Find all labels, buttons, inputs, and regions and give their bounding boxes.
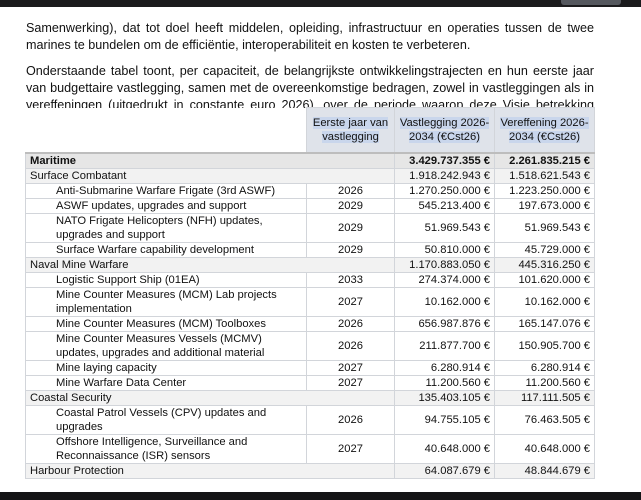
row-vastlegging: 51.969.543 € [394,213,495,243]
row-vastlegging: 11.200.560 € [394,375,495,391]
row-vereffening: 150.905.700 € [494,331,595,361]
row-vastlegging: 6.280.914 € [394,360,495,376]
table-row: NATO Frigate Helicopters (NFH) updates, … [25,213,595,243]
row-name: Logistic Support Ship (01EA) [25,272,307,288]
table-row: Maritime 3.429.737.355 €2.261.835.215 € [25,152,595,169]
row-vereffening: 117.111.505 € [494,390,595,406]
row-year: 2029 [306,213,395,243]
table-row: Mine Counter Measures (MCM) Toolboxes 202… [25,316,595,332]
table-row: Logistic Support Ship (01EA) 2033 274.374.… [25,272,595,288]
row-vastlegging: 40.648.000 € [394,434,495,464]
row-year: 2029 [306,242,395,258]
row-name: Mine Counter Measures (MCM) Lab projects… [25,287,307,317]
row-vereffening: 1.518.621.543 € [494,168,595,184]
row-vastlegging: 211.877.700 € [394,331,495,361]
row-name: Naval Mine Warfare [25,257,395,273]
row-vereffening: 45.729.000 € [494,242,595,258]
row-name: Surface Warfare capability development [25,242,307,258]
row-vastlegging: 50.810.000 € [394,242,495,258]
row-year: 2026 [306,405,395,435]
table-row: Surface Warfare capability development 20… [25,242,595,258]
row-vereffening: 40.648.000 € [494,434,595,464]
row-year: 2026 [306,316,395,332]
table-row: Mine Counter Measures Vessels (MCMV) upd… [25,331,595,361]
row-year: 2027 [306,287,395,317]
row-year: 2026 [306,183,395,199]
row-vastlegging: 94.755.105 € [394,405,495,435]
row-name: Mine Counter Measures (MCM) Toolboxes [25,316,307,332]
row-name: Offshore Intelligence, Surveillance and … [25,434,307,464]
row-name: Coastal Patrol Vessels (CPV) updates and… [25,405,307,435]
row-vastlegging: 135.403.105 € [394,390,495,406]
row-vastlegging: 274.374.000 € [394,272,495,288]
row-name: Maritime [25,152,395,169]
row-vastlegging: 64.087.679 € [394,463,495,479]
bottom-bar [0,492,641,500]
table-row: Mine laying capacity 2027 6.280.914 €6.280… [25,360,595,376]
table-row: Surface Combatant 1.918.242.943 €1.518.62… [25,168,595,184]
row-vastlegging: 656.987.876 € [394,316,495,332]
row-year: 2027 [306,360,395,376]
row-vastlegging: 1.918.242.943 € [394,168,495,184]
table-header-row: Eerste jaar van vastlegging Vastlegging … [25,107,595,154]
row-year: 2027 [306,375,395,391]
row-vereffening: 165.147.076 € [494,316,595,332]
table-row: ASWF updates, upgrades and support 2029 54… [25,198,595,214]
row-vereffening: 51.969.543 € [494,213,595,243]
row-vereffening: 1.223.250.000 € [494,183,595,199]
row-vereffening: 48.844.679 € [494,463,595,479]
row-year: 2033 [306,272,395,288]
row-name: Mine Warfare Data Center [25,375,307,391]
header-capacity [25,107,307,154]
row-name: Harbour Protection [25,463,395,479]
row-vereffening: 2.261.835.215 € [494,152,595,169]
row-name: Anti-Submarine Warfare Frigate (3rd ASWF… [25,183,307,199]
row-vastlegging: 10.162.000 € [394,287,495,317]
header-first-year: Eerste jaar van vastlegging [306,107,395,154]
row-year: 2026 [306,331,395,361]
table-row: Mine Warfare Data Center 2027 11.200.560 €… [25,375,595,391]
row-vastlegging: 1.170.883.050 € [394,257,495,273]
toolbar-button[interactable] [561,0,621,5]
row-vereffening: 10.162.000 € [494,287,595,317]
row-vereffening: 197.673.000 € [494,198,595,214]
header-vastlegging: Vastlegging 2026-2034 (€Cst26) [394,107,495,154]
top-toolbar [0,0,641,7]
row-year: 2029 [306,198,395,214]
table-row: Mine Counter Measures (MCM) Lab projects… [25,287,595,317]
budget-table: Eerste jaar van vastlegging Vastlegging … [25,107,595,479]
table-row: Anti-Submarine Warfare Frigate (3rd ASWF… [25,183,595,199]
table-row: Coastal Patrol Vessels (CPV) updates and… [25,405,595,435]
row-name: NATO Frigate Helicopters (NFH) updates, … [25,213,307,243]
table-row: Coastal Security 135.403.105 €117.111.505… [25,390,595,406]
row-name: Coastal Security [25,390,395,406]
row-vereffening: 11.200.560 € [494,375,595,391]
row-vereffening: 445.316.250 € [494,257,595,273]
row-vastlegging: 3.429.737.355 € [394,152,495,169]
row-vereffening: 101.620.000 € [494,272,595,288]
row-name: Surface Combatant [25,168,395,184]
row-name: Mine Counter Measures Vessels (MCMV) upd… [25,331,307,361]
paragraph-1: Samenwerking), dat tot doel heeft middel… [26,20,594,52]
row-year: 2027 [306,434,395,464]
row-vastlegging: 1.270.250.000 € [394,183,495,199]
table-row: Naval Mine Warfare 1.170.883.050 €445.316… [25,257,595,273]
row-vereffening: 6.280.914 € [494,360,595,376]
table-row: Harbour Protection 64.087.679 €48.844.679… [25,463,595,479]
row-name: ASWF updates, upgrades and support [25,198,307,214]
row-vereffening: 76.463.505 € [494,405,595,435]
table-row: Offshore Intelligence, Surveillance and … [25,434,595,464]
row-vastlegging: 545.213.400 € [394,198,495,214]
header-vereffening: Vereffening 2026-2034 (€Cst26) [494,107,595,154]
row-name: Mine laying capacity [25,360,307,376]
